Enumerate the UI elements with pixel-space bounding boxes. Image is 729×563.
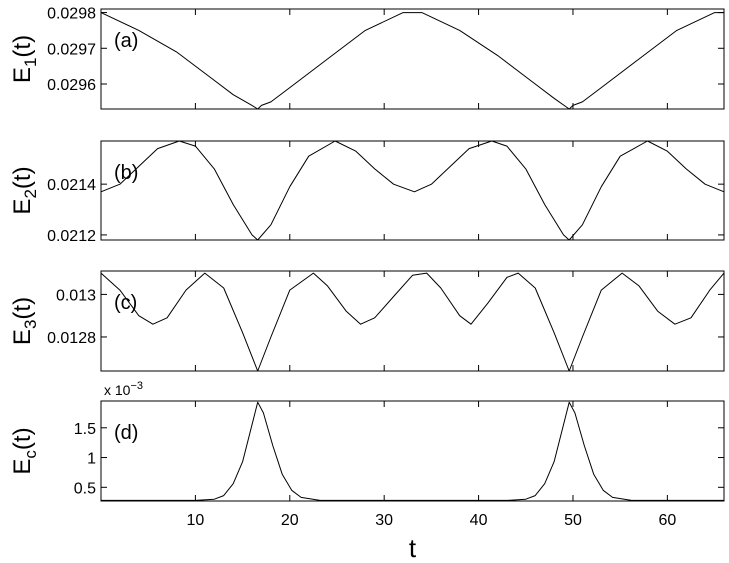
ytick-label-4-2: 1.5	[74, 421, 96, 438]
multiplier-base: x 10	[104, 382, 131, 398]
ylabel-1: E1(t)	[9, 35, 40, 83]
ylabel-text-3: E3(t)	[9, 297, 40, 345]
ylabel-suffix: (t)	[9, 297, 36, 320]
series-line-3	[100, 272, 725, 372]
ylabel-suffix: (t)	[9, 166, 36, 189]
xtick-label-4: 50	[564, 512, 582, 529]
ytick-label-2-0: 0.0212	[47, 228, 96, 245]
ylabel-subscript: 3	[21, 320, 40, 329]
ylabel-text-4: Ec(t)	[9, 427, 40, 474]
ytick-label-2-1: 0.0214	[47, 177, 96, 194]
series-line-1	[100, 12, 724, 110]
ytick-label-3-0: 0.0128	[47, 330, 96, 347]
ylabel-suffix: (t)	[9, 427, 36, 450]
ylabel-suffix: (t)	[9, 35, 36, 58]
ylabel-subscript: c	[21, 450, 40, 459]
plot-frame-1	[100, 8, 725, 110]
xlabel: t	[409, 533, 417, 563]
ylabel-main: E	[9, 67, 36, 83]
ylabel-main: E	[9, 329, 36, 345]
plot-frame-3	[100, 270, 725, 372]
ytick-label-1-1: 0.0297	[47, 41, 96, 58]
panel-label-1: (a)	[114, 30, 138, 52]
xtick-label-1: 20	[281, 512, 299, 529]
xtick-label-0: 10	[186, 512, 204, 529]
ytick-label-1-0: 0.0296	[47, 77, 96, 94]
ytick-label-4-0: 0.5	[74, 480, 96, 497]
plot-frame-2	[100, 140, 725, 241]
ylabel-4: Ec(t)	[9, 427, 40, 474]
ylabel-text-2: E2(t)	[9, 166, 40, 214]
xtick-label-2: 30	[375, 512, 393, 529]
ylabel-2: E2(t)	[9, 166, 40, 214]
xtick-label-3: 40	[470, 512, 488, 529]
ytick-label-1-2: 0.0298	[47, 6, 96, 23]
panel-label-2: (b)	[114, 162, 138, 184]
ytick-label-3-1: 0.013	[56, 287, 96, 304]
ylabel-main: E	[9, 199, 36, 215]
panel-label-4: (d)	[114, 422, 138, 444]
ytick-label-4-1: 1	[87, 451, 96, 468]
ylabel-main: E	[9, 459, 36, 475]
series-line-2	[100, 140, 725, 241]
xtick-label-5: 60	[658, 512, 676, 529]
multiplier-exponent: −3	[130, 380, 143, 392]
ylabel-3: E3(t)	[9, 297, 40, 345]
ylabel-subscript: 2	[21, 189, 40, 198]
plot-frame-4	[100, 400, 725, 502]
ylabel-subscript: 1	[21, 58, 40, 67]
series-line-4	[101, 401, 724, 501]
y-multiplier: x 10−3	[104, 380, 143, 398]
panel-label-3: (c)	[114, 292, 137, 314]
ylabel-text-1: E1(t)	[9, 35, 40, 83]
